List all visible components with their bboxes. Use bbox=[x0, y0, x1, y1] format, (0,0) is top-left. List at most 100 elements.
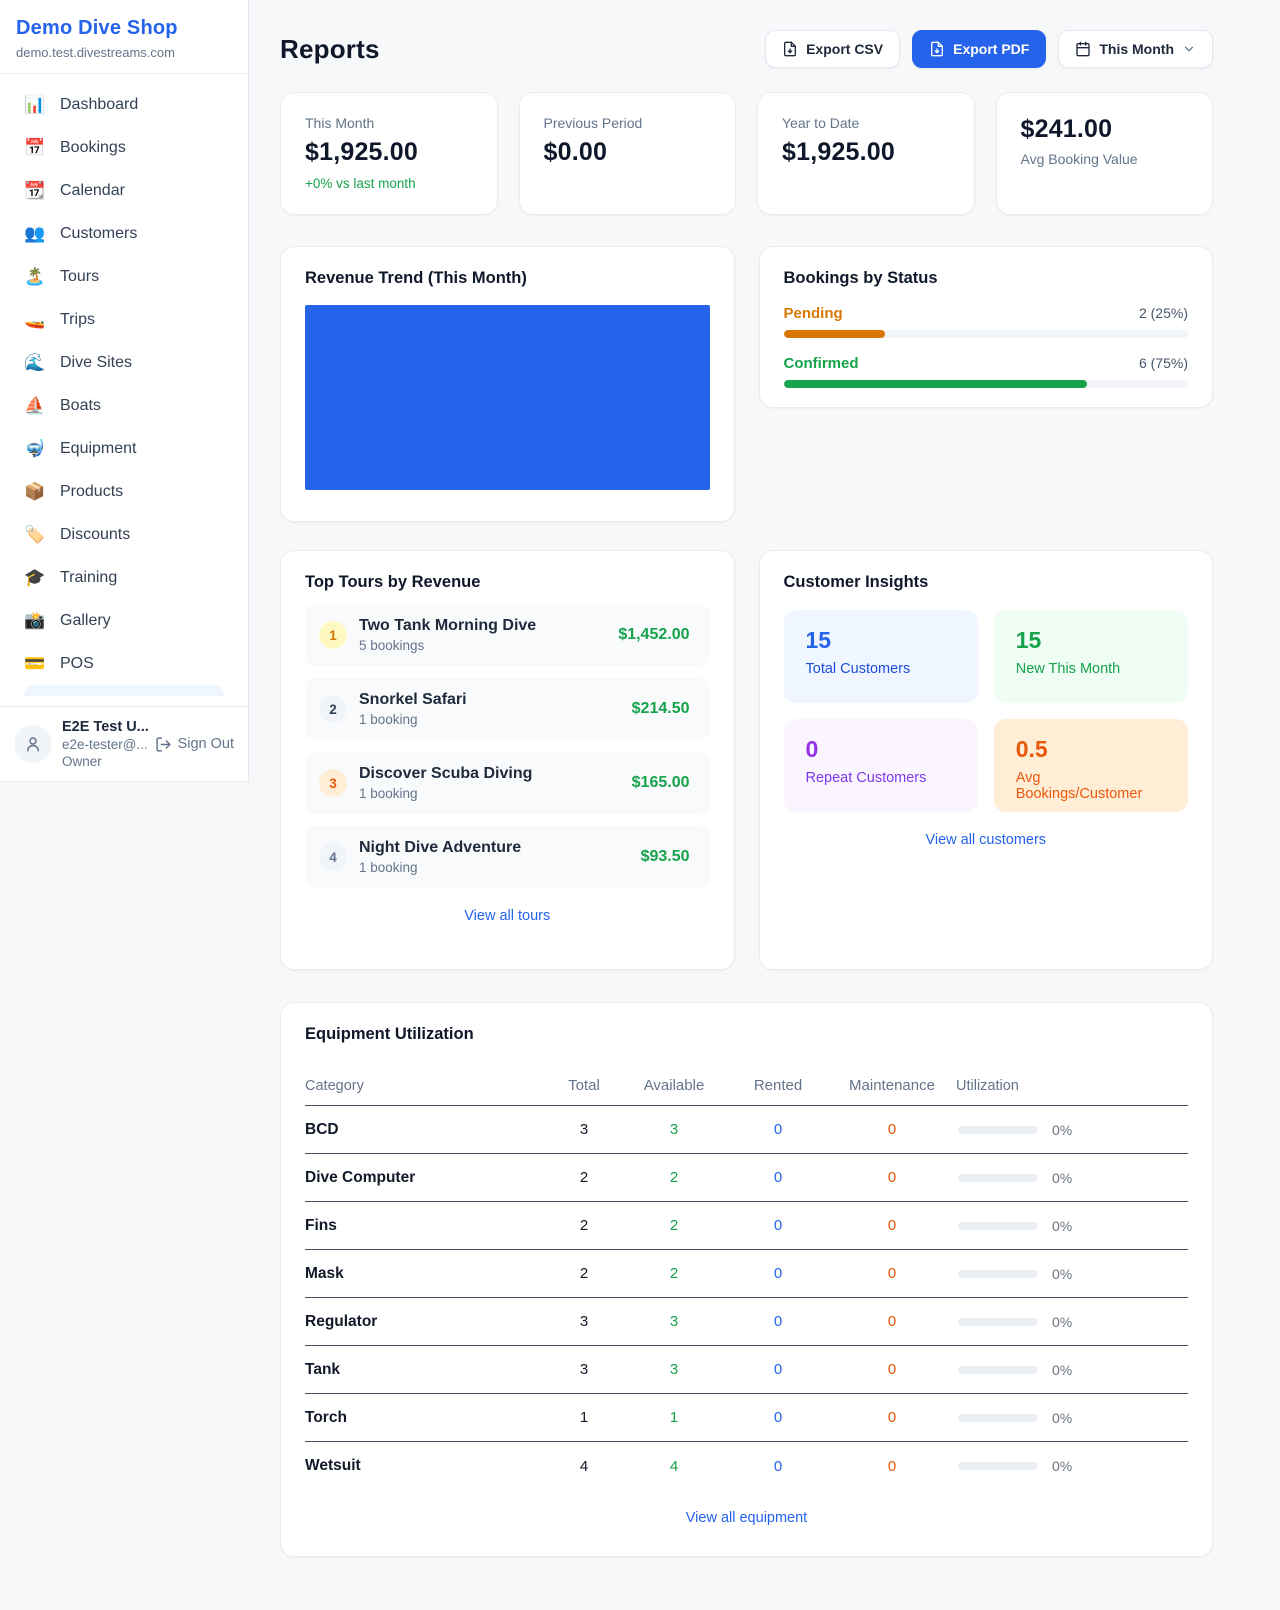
tour-amount: $165.00 bbox=[631, 774, 690, 791]
equipment-title: Equipment Utilization bbox=[305, 1025, 474, 1043]
view-all-tours-link[interactable]: View all tours bbox=[464, 908, 551, 924]
insight-label: New This Month bbox=[1015, 661, 1121, 677]
tour-amount: $214.50 bbox=[631, 700, 690, 717]
sidebar-item-bookings[interactable]: 📅 Bookings bbox=[12, 126, 236, 169]
table-row: Torch 1 1 0 0 0% bbox=[305, 1394, 1188, 1442]
insight-value: 0.5 bbox=[1015, 736, 1048, 762]
sidebar-item-label: Dive Sites bbox=[60, 353, 133, 371]
rank-badge: 3 bbox=[319, 769, 347, 797]
user-email: e2e-tester@... bbox=[62, 737, 148, 752]
sidebar-item-calendar[interactable]: 📆 Calendar bbox=[12, 169, 236, 212]
table-row: Tank 3 3 0 0 0% bbox=[305, 1346, 1188, 1394]
credit-card-icon: 💳 bbox=[24, 654, 46, 673]
table-row: Dive Computer 2 2 0 0 0% bbox=[305, 1154, 1188, 1202]
sidebar-item-label: Trips bbox=[60, 310, 95, 328]
revenue-trend-title: Revenue Trend (This Month) bbox=[305, 269, 527, 287]
package-icon: 📦 bbox=[24, 482, 46, 501]
customers-icon: 👥 bbox=[24, 224, 46, 243]
user-panel: E2E Test U... e2e-tester@... Owner Sign … bbox=[0, 706, 248, 781]
tour-list-item: 4 Night Dive Adventure 1 booking $93.50 bbox=[305, 826, 710, 888]
tour-name: Two Tank Morning Dive bbox=[359, 617, 537, 634]
utilization-bar bbox=[958, 1365, 1038, 1374]
insight-value: 15 bbox=[805, 627, 832, 653]
sidebar-item-label: Gallery bbox=[60, 611, 111, 629]
table-row: BCD 3 3 0 0 0% bbox=[305, 1106, 1188, 1154]
status-bar-track bbox=[783, 330, 1188, 338]
stat-value: $241.00 bbox=[1020, 115, 1113, 143]
sidebar-item-products[interactable]: 📦 Products bbox=[12, 470, 236, 513]
customer-insights-title: Customer Insights bbox=[783, 573, 929, 591]
table-row: Fins 2 2 0 0 0% bbox=[305, 1202, 1188, 1250]
utilization-bar bbox=[958, 1269, 1038, 1278]
period-select[interactable]: This Month bbox=[1058, 30, 1213, 68]
sidebar-item-dive-sites[interactable]: 🌊 Dive Sites bbox=[12, 341, 236, 384]
stat-value: $0.00 bbox=[543, 138, 608, 166]
export-csv-button[interactable]: Export CSV bbox=[765, 30, 901, 68]
stat-delta: +0% vs last month bbox=[305, 176, 416, 191]
sign-out-button[interactable]: Sign Out bbox=[155, 736, 234, 753]
status-row-confirmed: Confirmed 6 (75%) bbox=[783, 355, 1188, 388]
calendar-icon: 📆 bbox=[24, 181, 46, 200]
sidebar-item-label: Customers bbox=[60, 224, 138, 242]
tour-bookings: 5 bookings bbox=[359, 638, 425, 653]
view-all-customers-link[interactable]: View all customers bbox=[925, 832, 1047, 848]
graduation-cap-icon: 🎓 bbox=[24, 568, 46, 587]
stat-card-this-month: This Month $1,925.00 +0% vs last month bbox=[280, 92, 498, 215]
sidebar-item-label: Bookings bbox=[60, 138, 126, 156]
tour-name: Snorkel Safari bbox=[359, 691, 467, 708]
export-pdf-button[interactable]: Export PDF bbox=[912, 30, 1047, 68]
sidebar-item-label: Dashboard bbox=[60, 95, 139, 113]
sidebar-item-customers[interactable]: 👥 Customers bbox=[12, 212, 236, 255]
sidebar-item-reports-active-partial[interactable] bbox=[24, 685, 224, 696]
utilization-bar bbox=[958, 1317, 1038, 1326]
stat-value: $1,925.00 bbox=[782, 138, 896, 166]
customer-insights-card: Customer Insights 15 Total Customers 15 … bbox=[758, 550, 1213, 970]
utilization-bar bbox=[958, 1462, 1038, 1470]
status-bar-fill bbox=[783, 380, 1087, 388]
brand-block: Demo Dive Shop demo.test.divestreams.com bbox=[0, 0, 248, 74]
sidebar-item-dashboard[interactable]: 📊 Dashboard bbox=[12, 83, 236, 126]
column-header: Available bbox=[643, 1077, 705, 1094]
sidebar-item-equipment[interactable]: 🤿 Equipment bbox=[12, 427, 236, 470]
sidebar-item-boats[interactable]: ⛵ Boats bbox=[12, 384, 236, 427]
stat-label: This Month bbox=[305, 115, 375, 131]
stat-card-avg-booking-value: $241.00 Avg Booking Value bbox=[995, 92, 1213, 215]
sidebar-item-training[interactable]: 🎓 Training bbox=[12, 556, 236, 599]
diving-mask-icon: 🤿 bbox=[24, 439, 46, 458]
wave-icon: 🌊 bbox=[24, 353, 46, 372]
tour-bookings: 1 booking bbox=[359, 712, 418, 727]
insight-value: 15 bbox=[1015, 627, 1042, 653]
stat-label: Year to Date bbox=[782, 115, 860, 131]
sidebar-item-discounts[interactable]: 🏷️ Discounts bbox=[12, 513, 236, 556]
sidebar-item-pos[interactable]: 💳 POS bbox=[12, 642, 236, 685]
status-count: 2 (25%) bbox=[1138, 305, 1188, 321]
sidebar-item-trips[interactable]: 🚤 Trips bbox=[12, 298, 236, 341]
sidebar-item-label: Tours bbox=[60, 267, 100, 285]
sidebar-nav: 📊 Dashboard 📅 Bookings 📆 Calendar 👥 Cust… bbox=[0, 74, 248, 696]
view-all-equipment-link[interactable]: View all equipment bbox=[685, 1510, 808, 1526]
stat-value: $1,925.00 bbox=[305, 138, 419, 166]
column-header: Utilization bbox=[956, 1077, 1019, 1094]
sidebar-item-label: Discounts bbox=[60, 525, 131, 543]
stat-label: Avg Booking Value bbox=[1020, 151, 1138, 167]
sidebar-item-tours[interactable]: 🏝️ Tours bbox=[12, 255, 236, 298]
status-count: 6 (75%) bbox=[1138, 355, 1188, 371]
column-header: Maintenance bbox=[849, 1077, 935, 1094]
user-role: Owner bbox=[62, 754, 102, 769]
main-content: Reports Export CSV Export PDF This Month… bbox=[280, 0, 1213, 1594]
stat-card-year-to-date: Year to Date $1,925.00 bbox=[757, 92, 975, 215]
insight-tile-total-customers: 15 Total Customers bbox=[783, 610, 978, 703]
tour-amount: $93.50 bbox=[640, 848, 690, 865]
top-tours-title: Top Tours by Revenue bbox=[305, 573, 481, 591]
utilization-bar bbox=[958, 1173, 1038, 1182]
bookings-by-status-title: Bookings by Status bbox=[783, 269, 938, 287]
sidebar-item-gallery[interactable]: 📸 Gallery bbox=[12, 599, 236, 642]
charts-row: Revenue Trend (This Month) Bookings by S… bbox=[280, 246, 1213, 522]
status-label: Confirmed bbox=[783, 355, 859, 372]
insight-label: Avg Bookings/Customer bbox=[1015, 770, 1143, 802]
rank-badge: 1 bbox=[319, 621, 347, 649]
sidebar-item-label: Calendar bbox=[60, 181, 125, 199]
tour-name: Discover Scuba Diving bbox=[359, 765, 533, 782]
tour-list-item: 2 Snorkel Safari 1 booking $214.50 bbox=[305, 678, 710, 740]
file-download-icon bbox=[931, 41, 944, 57]
